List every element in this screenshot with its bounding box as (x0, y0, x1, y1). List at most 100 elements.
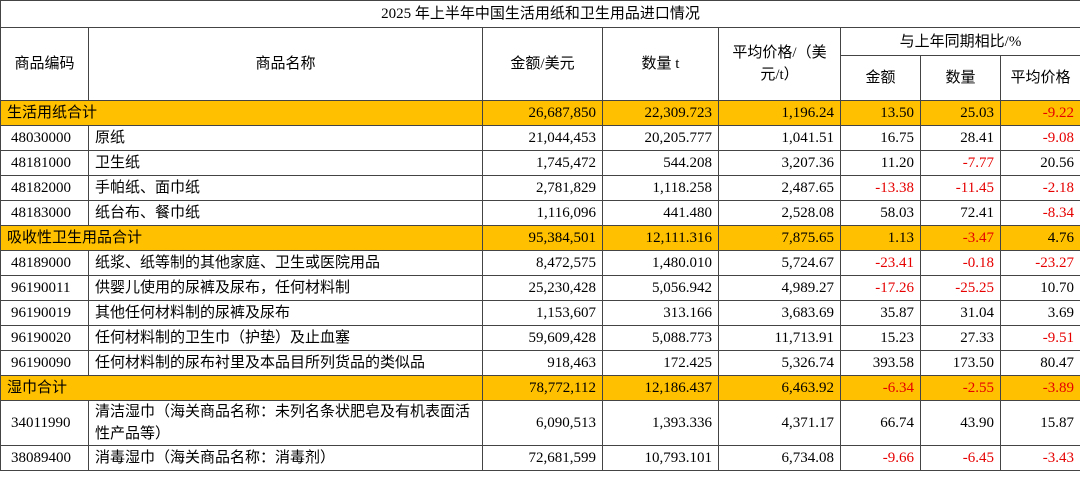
value-cell: 1,480.010 (602, 250, 719, 276)
value-cell: -6.34 (840, 375, 921, 401)
value-cell: 27.33 (920, 325, 1001, 351)
product-code: 34011990 (0, 400, 89, 446)
header-cell: 商品名称 (88, 27, 483, 101)
value-cell: 4.76 (999, 225, 1080, 251)
group-label: 吸收性卫生用品合计 (0, 225, 483, 251)
value-cell: 5,724.67 (718, 250, 841, 276)
product-name: 供婴儿使用的尿裤及尿布，任何材料制 (88, 275, 483, 301)
value-cell: -7.77 (920, 150, 1001, 176)
value-cell: 1.13 (840, 225, 921, 251)
item-row: 48181000 卫生纸 1,745,472 544.208 3,207.36 11.20… (0, 150, 1080, 176)
value-cell: 918,463 (482, 350, 603, 376)
value-cell: 95,384,501 (482, 225, 603, 251)
value-cell: 5,056.942 (602, 275, 719, 301)
product-code: 48181000 (0, 150, 89, 176)
value-cell: -3.47 (920, 225, 1001, 251)
import-table: 2025 年上半年中国生活用纸和卫生用品进口情况 商品编码 商品名称 金额/美元… (0, 0, 1080, 471)
product-code: 48030000 (0, 125, 89, 151)
value-cell: 58.03 (840, 200, 921, 226)
value-cell: 3,207.36 (718, 150, 841, 176)
value-cell: -3.43 (999, 445, 1080, 471)
value-cell: 173.50 (920, 350, 1001, 376)
value-cell: 5,326.74 (718, 350, 841, 376)
header-cell: 数量 (920, 55, 1001, 101)
value-cell: 10.70 (999, 275, 1080, 301)
header-cell: 平均价格 (999, 55, 1080, 101)
value-cell: 4,371.17 (718, 400, 841, 446)
value-cell: 544.208 (602, 150, 719, 176)
value-cell: 20,205.777 (602, 125, 719, 151)
value-cell: 2,781,829 (482, 175, 603, 201)
value-cell: 16.75 (840, 125, 921, 151)
value-cell: 7,875.65 (718, 225, 841, 251)
value-cell: 35.87 (840, 300, 921, 326)
value-cell: 66.74 (840, 400, 921, 446)
table-title: 2025 年上半年中国生活用纸和卫生用品进口情况 (0, 0, 1080, 28)
item-row: 96190019 其他任何材料制的尿裤及尿布 1,153,607 313.166 3,6… (0, 300, 1080, 326)
value-cell: 1,118.258 (602, 175, 719, 201)
header-cell: 平均价格/（美元/t） (718, 27, 841, 101)
value-cell: 11.20 (840, 150, 921, 176)
value-cell: -23.41 (840, 250, 921, 276)
value-cell: 15.23 (840, 325, 921, 351)
value-cell: 15.87 (999, 400, 1080, 446)
value-cell: 21,044,453 (482, 125, 603, 151)
item-row: 38089400 消毒湿巾（海关商品名称：消毒剂） 72,681,599 10,793… (0, 445, 1080, 471)
item-row: 48030000 原纸 21,044,453 20,205.777 1,041.51 16… (0, 125, 1080, 151)
value-cell: 393.58 (840, 350, 921, 376)
group-label: 生活用纸合计 (0, 100, 483, 126)
value-cell: -2.55 (920, 375, 1001, 401)
value-cell: -17.26 (840, 275, 921, 301)
product-code: 48189000 (0, 250, 89, 276)
value-cell: 3.69 (999, 300, 1080, 326)
value-cell: -8.34 (999, 200, 1080, 226)
header-cell: 商品编码 (0, 27, 89, 101)
product-name: 手帕纸、面巾纸 (88, 175, 483, 201)
value-cell: 6,734.08 (718, 445, 841, 471)
value-cell: 80.47 (999, 350, 1080, 376)
group-label: 湿巾合计 (0, 375, 483, 401)
product-name: 任何材料制的尿布衬里及本品目所列货品的类似品 (88, 350, 483, 376)
value-cell: -9.08 (999, 125, 1080, 151)
value-cell: 1,745,472 (482, 150, 603, 176)
value-cell: -2.18 (999, 175, 1080, 201)
value-cell: 31.04 (920, 300, 1001, 326)
value-cell: -0.18 (920, 250, 1001, 276)
product-code: 96190090 (0, 350, 89, 376)
header-cell: 数量 t (602, 27, 719, 101)
product-code: 48182000 (0, 175, 89, 201)
product-name: 其他任何材料制的尿裤及尿布 (88, 300, 483, 326)
product-name: 纸浆、纸等制的其他家庭、卫生或医院用品 (88, 250, 483, 276)
product-code: 38089400 (0, 445, 89, 471)
total-row: 生活用纸合计 26,687,850 22,309.723 1,196.24 13.50 2… (0, 100, 1080, 126)
value-cell: 25.03 (920, 100, 1001, 126)
product-code: 48183000 (0, 200, 89, 226)
value-cell: 1,393.336 (602, 400, 719, 446)
header-cell: 金额/美元 (482, 27, 603, 101)
value-cell: 10,793.101 (602, 445, 719, 471)
value-cell: 441.480 (602, 200, 719, 226)
value-cell: 22,309.723 (602, 100, 719, 126)
value-cell: -25.25 (920, 275, 1001, 301)
value-cell: 12,186.437 (602, 375, 719, 401)
value-cell: 26,687,850 (482, 100, 603, 126)
value-cell: 1,196.24 (718, 100, 841, 126)
value-cell: 2,528.08 (718, 200, 841, 226)
value-cell: 313.166 (602, 300, 719, 326)
item-row: 96190020 任何材料制的卫生巾（护垫）及止血塞 59,609,428 5,088… (0, 325, 1080, 351)
item-row: 34011990 清洁湿巾（海关商品名称：未列名条状肥皂及有机表面活性产品等） 6,… (0, 400, 1080, 446)
value-cell: 25,230,428 (482, 275, 603, 301)
value-cell: 5,088.773 (602, 325, 719, 351)
value-cell: -6.45 (920, 445, 1001, 471)
value-cell: -23.27 (999, 250, 1080, 276)
value-cell: 8,472,575 (482, 250, 603, 276)
value-cell: -9.22 (999, 100, 1080, 126)
value-cell: 43.90 (920, 400, 1001, 446)
product-name: 清洁湿巾（海关商品名称：未列名条状肥皂及有机表面活性产品等） (88, 400, 483, 446)
value-cell: 28.41 (920, 125, 1001, 151)
total-row: 吸收性卫生用品合计 95,384,501 12,111.316 7,875.65 1.1… (0, 225, 1080, 251)
product-code: 96190011 (0, 275, 89, 301)
product-name: 任何材料制的卫生巾（护垫）及止血塞 (88, 325, 483, 351)
value-cell: 1,041.51 (718, 125, 841, 151)
value-cell: 1,153,607 (482, 300, 603, 326)
